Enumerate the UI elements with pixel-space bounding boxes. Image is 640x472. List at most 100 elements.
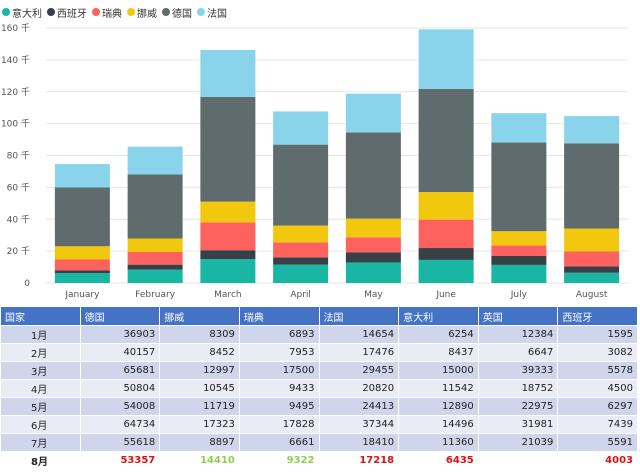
- table-cell: 14496: [398, 415, 479, 434]
- row-label: 3月: [0, 361, 81, 380]
- bar-segment: [54, 164, 110, 188]
- bar-segment: [273, 111, 329, 145]
- table-cell: 20820: [318, 379, 400, 398]
- legend-swatch: [92, 8, 100, 16]
- table-cell: 17323: [159, 415, 240, 434]
- table-row: 8月 53357 14410 9322 17218 6435 4003: [0, 451, 638, 470]
- table-cell: 6254: [398, 325, 479, 344]
- bar-segment: [127, 238, 183, 252]
- legend-label: 法国: [207, 8, 227, 20]
- bar-segment: [54, 273, 110, 283]
- bar-segment: [127, 269, 183, 283]
- table-cell: 12890: [398, 397, 479, 416]
- bar-segment: [345, 132, 401, 219]
- table-header-cell: 挪威: [159, 306, 240, 326]
- bar-segment: [345, 237, 401, 253]
- chart-legend: 意大利 西班牙 瑞典 挪威 德国 法国: [2, 4, 232, 20]
- x-tick-label: May: [364, 290, 383, 300]
- legend-item[interactable]: 西班牙: [47, 5, 87, 20]
- table-cell: 64734: [79, 415, 161, 434]
- table-cell: 14410: [159, 451, 240, 470]
- table-cell: 24413: [318, 397, 400, 416]
- bar-segment: [418, 219, 474, 249]
- row-label: 2月: [0, 343, 81, 362]
- table-cell: 15000: [398, 361, 479, 380]
- legend-item[interactable]: 法国: [197, 5, 227, 20]
- table-cell: 21039: [477, 433, 559, 452]
- bar-segment: [418, 88, 474, 193]
- table-row: 5月 54008 11719 9495 24413 12890 22975 6297: [0, 397, 638, 416]
- table-cell: 18410: [318, 433, 400, 452]
- y-tick-label: 140 千: [1, 55, 30, 66]
- table-row: 4月 50804 10545 9433 20820 11542 18752 4500: [0, 379, 638, 398]
- legend-item[interactable]: 德国: [162, 5, 192, 20]
- table-cell: 5578: [557, 361, 638, 380]
- table-cell: 8452: [159, 343, 240, 362]
- legend-label: 西班牙: [57, 8, 87, 20]
- table-cell: 6297: [557, 397, 638, 416]
- bar-segment: [564, 228, 620, 252]
- bar-segment: [200, 259, 256, 283]
- bar-segment: [273, 242, 329, 258]
- y-tick-label: 100 千: [1, 119, 30, 130]
- bar-segment: [345, 262, 401, 283]
- table-cell: 9322: [238, 451, 320, 470]
- bar-segment: [418, 259, 474, 283]
- table-row: 3月 65681 12997 17500 29455 15000 39333 5578: [0, 361, 638, 380]
- table-cell: 53357: [79, 451, 161, 470]
- bar-segment: [564, 143, 620, 229]
- y-tick-label: 40 千: [7, 214, 30, 225]
- x-tick-label: June: [435, 290, 456, 300]
- bar-segment: [345, 218, 401, 238]
- row-label: 1月: [0, 325, 81, 344]
- bar-segment: [127, 251, 183, 265]
- legend-item[interactable]: 瑞典: [92, 5, 122, 20]
- row-label: 6月: [0, 415, 81, 434]
- bar-segment: [200, 96, 256, 202]
- legend-item[interactable]: 意大利: [2, 5, 42, 20]
- legend-swatch: [197, 8, 205, 16]
- y-tick-label: 20 千: [7, 246, 30, 257]
- table-cell: 31981: [477, 415, 559, 434]
- data-table: 国家 德国 挪威 瑞典 法国 意大利 英国 西班牙 1月 36903 8309 6893 14654 6…: [0, 306, 638, 470]
- table-header-cell: 英国: [477, 306, 559, 326]
- bar-segment: [418, 29, 474, 89]
- bar-segment: [564, 251, 620, 267]
- table-cell: 17828: [238, 415, 320, 434]
- legend-item[interactable]: 挪威: [127, 5, 157, 20]
- table-cell: 50804: [79, 379, 161, 398]
- table-row: 1月 36903 8309 6893 14654 6254 12384 1595: [0, 325, 638, 344]
- table-cell: 8309: [159, 325, 240, 344]
- bar-segment: [127, 264, 183, 270]
- bar-segment: [418, 248, 474, 260]
- x-tick-label: July: [510, 290, 528, 300]
- bar-segment: [273, 264, 329, 283]
- row-label: 8月: [0, 451, 81, 470]
- bar-segment: [345, 252, 401, 263]
- table-header-cell: 法国: [318, 306, 400, 326]
- bar-segment: [54, 187, 110, 247]
- bar-segment: [564, 272, 620, 283]
- table-header-cell: 意大利: [398, 306, 479, 326]
- bar-segment: [127, 146, 183, 175]
- x-tick-label: January: [64, 290, 100, 300]
- y-tick-label: 120 千: [1, 87, 30, 98]
- table-row: 7月 55618 8897 6661 18410 11360 21039 5591: [0, 433, 638, 452]
- bar-segment: [127, 174, 183, 239]
- table-cell: [477, 451, 559, 470]
- y-tick-label: 60 千: [7, 182, 30, 193]
- table-cell: 40157: [79, 343, 161, 362]
- x-tick-label: April: [290, 290, 311, 300]
- table-cell: 1595: [557, 325, 638, 344]
- table-cell: 6435: [398, 451, 479, 470]
- table-cell: 4003: [557, 451, 638, 470]
- stacked-bar-chart: 0 20 千 40 千 60 千 80 千 100 千 120 千 140 千 160 千 Jan…: [1, 23, 628, 300]
- table-cell: 7439: [557, 415, 638, 434]
- table-cell: 3082: [557, 343, 638, 362]
- bar-segment: [491, 255, 547, 265]
- legend-swatch: [127, 8, 135, 16]
- table-header-cell: 瑞典: [238, 306, 320, 326]
- table-cell: 17476: [318, 343, 400, 362]
- table-cell: 5591: [557, 433, 638, 452]
- row-label: 7月: [0, 433, 81, 452]
